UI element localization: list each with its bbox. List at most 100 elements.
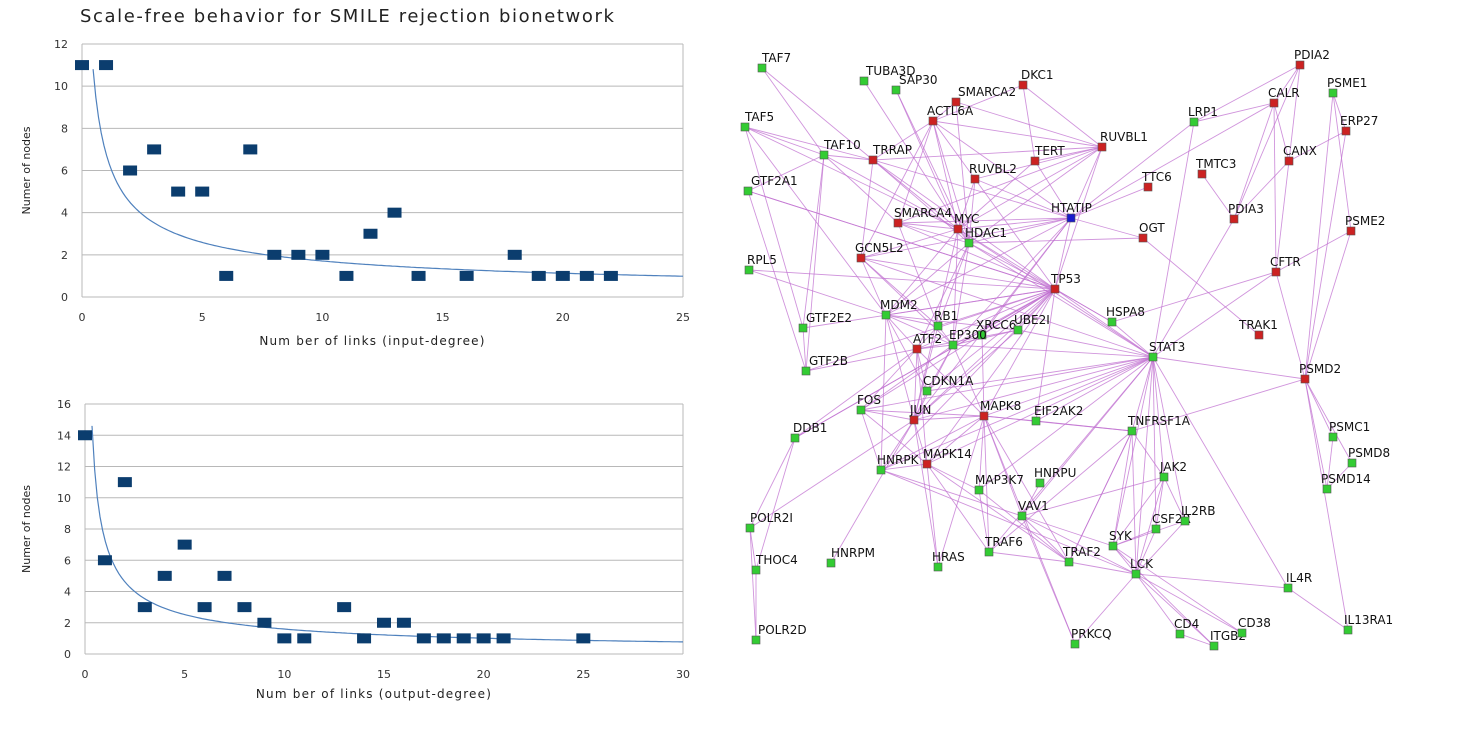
network-edge	[749, 527, 757, 571]
network-edge	[1332, 92, 1352, 232]
data-point	[297, 633, 312, 644]
network-node	[970, 174, 980, 184]
data-point	[117, 477, 132, 488]
node-label: HDAC1	[965, 226, 1007, 240]
network-edge	[1155, 476, 1165, 530]
network-node	[1108, 541, 1118, 551]
network-node	[1127, 426, 1137, 436]
network-edge	[885, 314, 1019, 331]
y-axis-label: Numer of nodes	[20, 485, 33, 573]
x-axis-label: Num ber of links (input-degree)	[259, 334, 485, 348]
degree-distribution-charts: Scale-free behavior for SMILE rejection …	[0, 0, 720, 735]
network-edge	[913, 217, 1072, 421]
network-edge	[1054, 288, 1113, 323]
network-node	[819, 150, 829, 160]
network-edge	[1304, 378, 1328, 490]
node-label: GTF2B	[809, 354, 848, 368]
node-label: LCK	[1130, 557, 1154, 571]
node-label: TRAK1	[1238, 318, 1278, 332]
node-label: PSME1	[1327, 76, 1367, 90]
network-edge	[1112, 476, 1165, 547]
network-node	[1343, 625, 1353, 635]
network-node	[1159, 472, 1169, 482]
node-label: FOS	[857, 393, 881, 407]
network-edge	[1034, 146, 1103, 162]
network-node	[933, 562, 943, 572]
network-node	[912, 344, 922, 354]
network-edge	[748, 269, 1056, 290]
network-edge	[1287, 587, 1349, 631]
network-node	[798, 323, 808, 333]
network-edge	[1304, 378, 1349, 631]
data-point	[339, 270, 354, 281]
network-node	[1097, 142, 1107, 152]
node-label: JUN	[909, 403, 931, 417]
network-edge	[1135, 356, 1154, 575]
node-label: DKC1	[1021, 68, 1053, 82]
data-point	[123, 165, 138, 176]
network-node	[1328, 432, 1338, 442]
network-node	[891, 85, 901, 95]
x-axis-label: Num ber of links (output-degree)	[256, 687, 492, 701]
network-node	[1328, 88, 1338, 98]
network-edge	[747, 154, 825, 192]
network-edge	[1233, 102, 1275, 220]
data-point	[157, 570, 172, 581]
network-edge	[1021, 476, 1165, 517]
network-edge	[1193, 102, 1275, 123]
network-node	[984, 547, 994, 557]
node-label: POLR2D	[758, 623, 807, 637]
network-edge	[872, 159, 959, 230]
node-label: SAP30	[899, 73, 938, 87]
node-label: IL2RB	[1181, 504, 1215, 518]
network-edge	[978, 489, 1070, 563]
network-edge	[1288, 130, 1347, 162]
network-edge	[1017, 329, 1154, 358]
network-node	[1030, 156, 1040, 166]
network-node	[1237, 628, 1247, 638]
network-edge	[968, 178, 976, 244]
network-edge	[1054, 288, 1154, 358]
data-point	[476, 633, 491, 644]
data-point	[459, 270, 474, 281]
input-degree-chart: 0 2 4 6 8 10 12 0 5 10 15 20 25 Num ber of links (inp…	[20, 38, 690, 348]
network-edge	[1035, 420, 1133, 432]
network-edge	[1135, 476, 1165, 575]
data-point	[396, 617, 411, 628]
network-edge	[1275, 230, 1352, 273]
network-edge	[1021, 515, 1137, 575]
network-edge	[885, 242, 970, 316]
network-edge	[913, 415, 985, 421]
y-tick-label: 14	[57, 429, 71, 442]
network-node	[1322, 484, 1332, 494]
node-label: PSMD14	[1321, 472, 1371, 486]
network-node	[1341, 126, 1351, 136]
y-tick-label: 16	[57, 398, 71, 411]
network-edge	[1273, 102, 1290, 162]
node-label: PRKCQ	[1071, 627, 1112, 641]
node-label: HNRPK	[877, 453, 920, 467]
network-node	[1269, 98, 1279, 108]
node-label: ATF2	[913, 332, 942, 346]
output-degree-chart: 0 2 4 6 8 10 12 14 16 0 5 10 15 20 25 30 Num ber of link…	[20, 398, 690, 701]
x-tick-label: 0	[79, 311, 86, 324]
network-edge	[1179, 633, 1215, 647]
y-axis-label: Numer of nodes	[20, 126, 33, 214]
network-edge	[913, 329, 1019, 421]
data-point	[243, 144, 258, 155]
network-edge	[802, 327, 807, 372]
node-label: VAV1	[1018, 499, 1049, 513]
network-node	[1347, 458, 1357, 468]
network-node	[1013, 325, 1023, 335]
node-label: CANX	[1283, 144, 1317, 158]
network-node	[1197, 169, 1207, 179]
network-edge	[860, 344, 954, 411]
data-point	[531, 270, 546, 281]
network-node	[1018, 80, 1028, 90]
network-edge	[968, 242, 1154, 358]
network-node	[953, 224, 963, 234]
data-point	[217, 570, 232, 581]
network-edge	[860, 348, 918, 411]
node-label: DDB1	[793, 421, 827, 435]
network-edge	[880, 469, 1137, 575]
